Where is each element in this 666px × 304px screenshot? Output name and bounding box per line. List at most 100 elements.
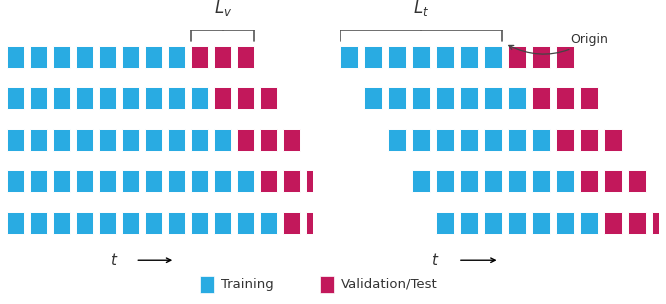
FancyBboxPatch shape: [145, 129, 162, 151]
FancyBboxPatch shape: [99, 171, 116, 192]
FancyBboxPatch shape: [123, 212, 139, 234]
FancyBboxPatch shape: [484, 46, 502, 67]
FancyBboxPatch shape: [31, 129, 47, 151]
FancyBboxPatch shape: [580, 171, 598, 192]
FancyBboxPatch shape: [145, 212, 162, 234]
FancyBboxPatch shape: [168, 129, 185, 151]
FancyBboxPatch shape: [580, 87, 598, 109]
FancyBboxPatch shape: [556, 171, 574, 192]
FancyBboxPatch shape: [508, 171, 526, 192]
FancyBboxPatch shape: [99, 212, 116, 234]
FancyBboxPatch shape: [237, 46, 254, 67]
FancyBboxPatch shape: [168, 171, 185, 192]
FancyBboxPatch shape: [7, 212, 24, 234]
FancyBboxPatch shape: [652, 212, 666, 234]
FancyBboxPatch shape: [532, 129, 550, 151]
FancyBboxPatch shape: [77, 212, 93, 234]
FancyBboxPatch shape: [556, 87, 574, 109]
FancyBboxPatch shape: [214, 212, 231, 234]
FancyBboxPatch shape: [123, 129, 139, 151]
FancyBboxPatch shape: [214, 46, 231, 67]
FancyBboxPatch shape: [508, 87, 526, 109]
FancyBboxPatch shape: [532, 87, 550, 109]
FancyBboxPatch shape: [7, 87, 24, 109]
FancyBboxPatch shape: [484, 87, 502, 109]
FancyBboxPatch shape: [237, 87, 254, 109]
Text: $L_v$: $L_v$: [214, 0, 232, 18]
FancyBboxPatch shape: [191, 212, 208, 234]
FancyBboxPatch shape: [237, 129, 254, 151]
FancyBboxPatch shape: [388, 46, 406, 67]
FancyBboxPatch shape: [168, 46, 185, 67]
FancyBboxPatch shape: [628, 212, 646, 234]
FancyBboxPatch shape: [532, 212, 550, 234]
FancyBboxPatch shape: [484, 212, 502, 234]
FancyBboxPatch shape: [123, 87, 139, 109]
FancyBboxPatch shape: [145, 171, 162, 192]
FancyBboxPatch shape: [628, 171, 646, 192]
FancyBboxPatch shape: [123, 171, 139, 192]
FancyBboxPatch shape: [53, 212, 70, 234]
FancyBboxPatch shape: [329, 212, 346, 234]
FancyBboxPatch shape: [388, 129, 406, 151]
FancyBboxPatch shape: [412, 46, 430, 67]
FancyBboxPatch shape: [7, 46, 24, 67]
FancyBboxPatch shape: [306, 171, 323, 192]
FancyBboxPatch shape: [436, 171, 454, 192]
FancyBboxPatch shape: [460, 171, 478, 192]
FancyBboxPatch shape: [77, 46, 93, 67]
FancyBboxPatch shape: [31, 171, 47, 192]
FancyBboxPatch shape: [168, 212, 185, 234]
FancyBboxPatch shape: [364, 46, 382, 67]
FancyBboxPatch shape: [260, 171, 277, 192]
FancyBboxPatch shape: [436, 46, 454, 67]
FancyBboxPatch shape: [484, 171, 502, 192]
FancyBboxPatch shape: [214, 87, 231, 109]
FancyBboxPatch shape: [7, 129, 24, 151]
FancyBboxPatch shape: [604, 171, 622, 192]
FancyBboxPatch shape: [436, 87, 454, 109]
FancyBboxPatch shape: [191, 87, 208, 109]
FancyBboxPatch shape: [436, 129, 454, 151]
FancyBboxPatch shape: [412, 87, 430, 109]
Text: $t$: $t$: [432, 252, 440, 268]
FancyBboxPatch shape: [260, 87, 277, 109]
FancyBboxPatch shape: [306, 212, 323, 234]
FancyBboxPatch shape: [123, 46, 139, 67]
FancyBboxPatch shape: [508, 46, 526, 67]
FancyBboxPatch shape: [283, 212, 300, 234]
FancyBboxPatch shape: [77, 171, 93, 192]
FancyBboxPatch shape: [460, 46, 478, 67]
FancyBboxPatch shape: [556, 212, 574, 234]
FancyBboxPatch shape: [532, 46, 550, 67]
Text: Origin: Origin: [509, 33, 607, 54]
Text: $t$: $t$: [110, 252, 118, 268]
FancyBboxPatch shape: [580, 129, 598, 151]
FancyBboxPatch shape: [237, 212, 254, 234]
FancyBboxPatch shape: [508, 129, 526, 151]
FancyBboxPatch shape: [31, 87, 47, 109]
FancyBboxPatch shape: [460, 129, 478, 151]
FancyBboxPatch shape: [191, 171, 208, 192]
FancyBboxPatch shape: [214, 171, 231, 192]
FancyBboxPatch shape: [580, 212, 598, 234]
FancyBboxPatch shape: [260, 212, 277, 234]
FancyBboxPatch shape: [7, 171, 24, 192]
FancyBboxPatch shape: [340, 46, 358, 67]
FancyBboxPatch shape: [191, 46, 208, 67]
FancyBboxPatch shape: [53, 129, 70, 151]
FancyBboxPatch shape: [53, 87, 70, 109]
FancyBboxPatch shape: [237, 171, 254, 192]
FancyBboxPatch shape: [364, 87, 382, 109]
FancyBboxPatch shape: [145, 46, 162, 67]
FancyBboxPatch shape: [412, 171, 430, 192]
FancyBboxPatch shape: [388, 87, 406, 109]
FancyBboxPatch shape: [556, 129, 574, 151]
FancyBboxPatch shape: [77, 129, 93, 151]
FancyBboxPatch shape: [604, 129, 622, 151]
FancyBboxPatch shape: [412, 129, 430, 151]
FancyBboxPatch shape: [99, 46, 116, 67]
FancyBboxPatch shape: [31, 212, 47, 234]
FancyBboxPatch shape: [168, 87, 185, 109]
FancyBboxPatch shape: [484, 129, 502, 151]
